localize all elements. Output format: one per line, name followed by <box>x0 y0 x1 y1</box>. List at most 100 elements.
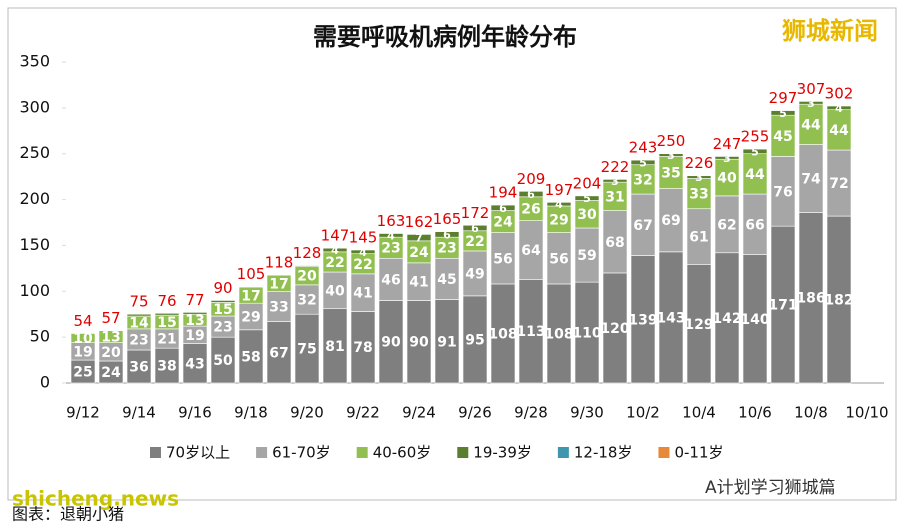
bar-segment <box>798 212 824 384</box>
data-label: 22 <box>325 255 344 271</box>
legend-swatch <box>150 447 161 458</box>
data-label: 91 <box>437 334 456 350</box>
bar-segment <box>742 153 768 195</box>
x-tick-label: 9/22 <box>346 404 380 422</box>
total-label: 128 <box>293 244 322 262</box>
total-label: 255 <box>741 128 770 146</box>
data-label: 31 <box>605 189 624 205</box>
data-label: 36 <box>129 359 148 375</box>
total-label: 197 <box>545 181 574 199</box>
bar-segment <box>574 227 600 283</box>
data-label: 68 <box>605 235 624 251</box>
total-label: 204 <box>573 174 602 192</box>
data-label: 17 <box>269 276 288 292</box>
bar-segment <box>266 290 292 322</box>
data-label: 23 <box>437 241 456 257</box>
data-label: 19 <box>73 344 92 360</box>
x-tick-label: 9/12 <box>66 404 100 422</box>
bar-segment <box>742 254 768 384</box>
data-label: 40 <box>325 283 345 299</box>
data-label: 90 <box>409 335 429 351</box>
total-label: 147 <box>321 227 350 245</box>
bar-segment <box>714 158 740 197</box>
data-label: 20 <box>101 345 121 361</box>
data-label: 95 <box>465 332 484 348</box>
data-label: 13 <box>185 313 204 329</box>
bar-segment <box>490 232 516 285</box>
data-label: 40 <box>717 171 737 187</box>
total-label: 105 <box>237 265 266 283</box>
data-label: 6 <box>499 202 507 215</box>
bar-segment <box>574 195 600 201</box>
bar-segment <box>378 233 404 238</box>
data-label: 81 <box>325 339 344 355</box>
data-label: 24 <box>409 245 429 261</box>
total-label: 145 <box>349 229 378 247</box>
bar-segment <box>658 153 684 157</box>
data-label: 44 <box>801 117 821 133</box>
x-tick-label: 9/28 <box>514 404 548 422</box>
data-label: 74 <box>801 171 821 187</box>
data-label: 108 <box>488 326 517 342</box>
bar-segment <box>630 164 656 195</box>
x-tick-label: 10/2 <box>626 404 660 422</box>
bar-segment <box>154 347 180 384</box>
x-tick-label: 9/18 <box>234 404 268 422</box>
total-label: 247 <box>713 135 742 153</box>
total-label: 297 <box>769 89 798 107</box>
legend-swatch <box>356 447 368 458</box>
data-label: 43 <box>185 356 204 372</box>
bar-segment <box>378 300 404 384</box>
data-label: 10 <box>73 331 93 347</box>
bar-segment <box>826 109 852 151</box>
bar-segment <box>266 274 292 276</box>
data-label: 29 <box>549 212 568 228</box>
total-label: 226 <box>685 154 714 172</box>
legend-swatch <box>658 447 670 458</box>
data-label: 23 <box>129 332 148 348</box>
total-label: 118 <box>265 253 294 271</box>
total-label: 209 <box>517 170 546 188</box>
data-label: 45 <box>437 272 456 288</box>
bar-segment <box>602 272 628 384</box>
data-label: 186 <box>796 291 825 307</box>
bar-segment <box>826 105 852 110</box>
x-tick-label: 9/30 <box>570 404 604 422</box>
data-label: 24 <box>493 215 513 231</box>
data-label: 24 <box>101 365 121 381</box>
bar-segment <box>686 178 712 210</box>
total-label: 163 <box>377 212 406 230</box>
data-label: 76 <box>773 184 792 200</box>
data-label: 6 <box>527 188 535 201</box>
bar-segment <box>826 149 852 217</box>
data-label: 3 <box>695 171 703 184</box>
data-label: 45 <box>773 129 792 145</box>
total-label: 307 <box>797 80 826 98</box>
total-label: 243 <box>629 139 658 157</box>
data-label: 108 <box>544 326 573 342</box>
account: A计划学习狮城篇 <box>705 478 836 498</box>
total-label: 222 <box>601 158 630 176</box>
chart-title: 需要呼吸机病例年龄分布 <box>313 23 577 51</box>
bar-segment <box>658 188 684 253</box>
bar-segment <box>546 232 572 285</box>
x-tick-label: 9/24 <box>402 404 436 422</box>
bar-segment <box>350 249 376 254</box>
data-label: 69 <box>661 213 680 229</box>
data-label: 4 <box>331 244 339 257</box>
data-label: 4 <box>387 229 395 242</box>
bar-segment <box>630 159 656 166</box>
data-label: 38 <box>157 359 176 375</box>
data-label: 56 <box>549 251 568 267</box>
data-label: 3 <box>723 152 731 165</box>
bar-segment <box>154 312 180 316</box>
data-label: 33 <box>269 299 288 315</box>
data-label: 20 <box>297 269 317 285</box>
bar-segment <box>658 156 684 189</box>
bar-segment <box>462 295 488 384</box>
watermark: 狮城新闻 <box>782 17 878 45</box>
data-label: 5 <box>751 145 759 158</box>
bar-segment <box>686 264 712 384</box>
bar-segment <box>546 202 572 207</box>
bar-segment <box>770 225 796 384</box>
